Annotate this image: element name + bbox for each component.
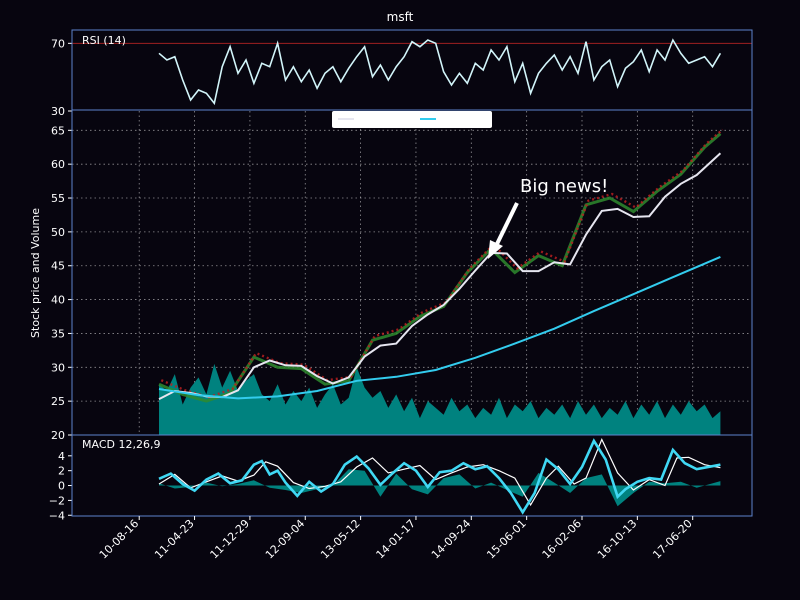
legend-box <box>332 111 492 128</box>
macd-panel: 4 2 0−2 −4 MACD 12,26,9 <box>49 434 753 522</box>
price-ytick-tick-label: 50 <box>51 226 65 239</box>
macd-histogram <box>159 469 721 507</box>
macd-ytick-tick-label: −2 <box>49 494 65 507</box>
legend-background <box>332 111 492 128</box>
rsi-panel-label: RSI (14) <box>82 34 126 47</box>
price-ytick-tick-label: 20 <box>51 429 65 442</box>
macd-panel-label: MACD 12,26,9 <box>82 438 160 451</box>
price-ytick-tick-label: 45 <box>51 260 65 273</box>
macd-panel-frame <box>71 434 753 517</box>
price-ytick-tick-label: 30 <box>51 361 65 374</box>
annotation-arrowhead <box>488 240 503 259</box>
moving-average-long <box>158 255 721 400</box>
price-ytick-tick-label: 60 <box>51 158 65 171</box>
price-ytick-tick-label: 55 <box>51 192 65 205</box>
price-ytick-labels: 20 25 30 35 40 45 50 55 60 65 <box>51 124 72 442</box>
annotation-arrow-shaft <box>494 202 519 247</box>
rsi-ytick-tick-label: 30 <box>51 105 65 118</box>
rsi-ytick-labels: 70 30 <box>51 37 72 118</box>
annotation-text: Big news! <box>520 176 608 197</box>
volume-fill <box>159 363 721 435</box>
macd-ytick-tick-label: 0 <box>58 480 65 493</box>
price-ytick-tick-label: 35 <box>51 327 65 340</box>
annotation: Big news! <box>488 176 608 259</box>
price-ytick-tick-label: 25 <box>51 395 65 408</box>
macd-ytick-labels: 4 2 0−2 −4 <box>49 450 72 522</box>
rsi-ytick-tick-label: 70 <box>51 37 65 50</box>
price-band-green <box>158 132 722 403</box>
moving-average-short <box>158 152 722 400</box>
price-axis-label: Stock price and Volume <box>29 208 42 338</box>
price-ytick-tick-label: 65 <box>51 124 65 137</box>
macd-ytick-tick-label: 4 <box>58 450 65 463</box>
macd-line <box>158 438 721 515</box>
macd-ytick-tick-label: 2 <box>58 465 65 478</box>
price-ytick-tick-label: 40 <box>51 294 65 307</box>
rsi-line <box>158 38 722 106</box>
chart-title: msft <box>387 10 414 24</box>
macd-ytick-tick-label: −4 <box>49 509 65 522</box>
